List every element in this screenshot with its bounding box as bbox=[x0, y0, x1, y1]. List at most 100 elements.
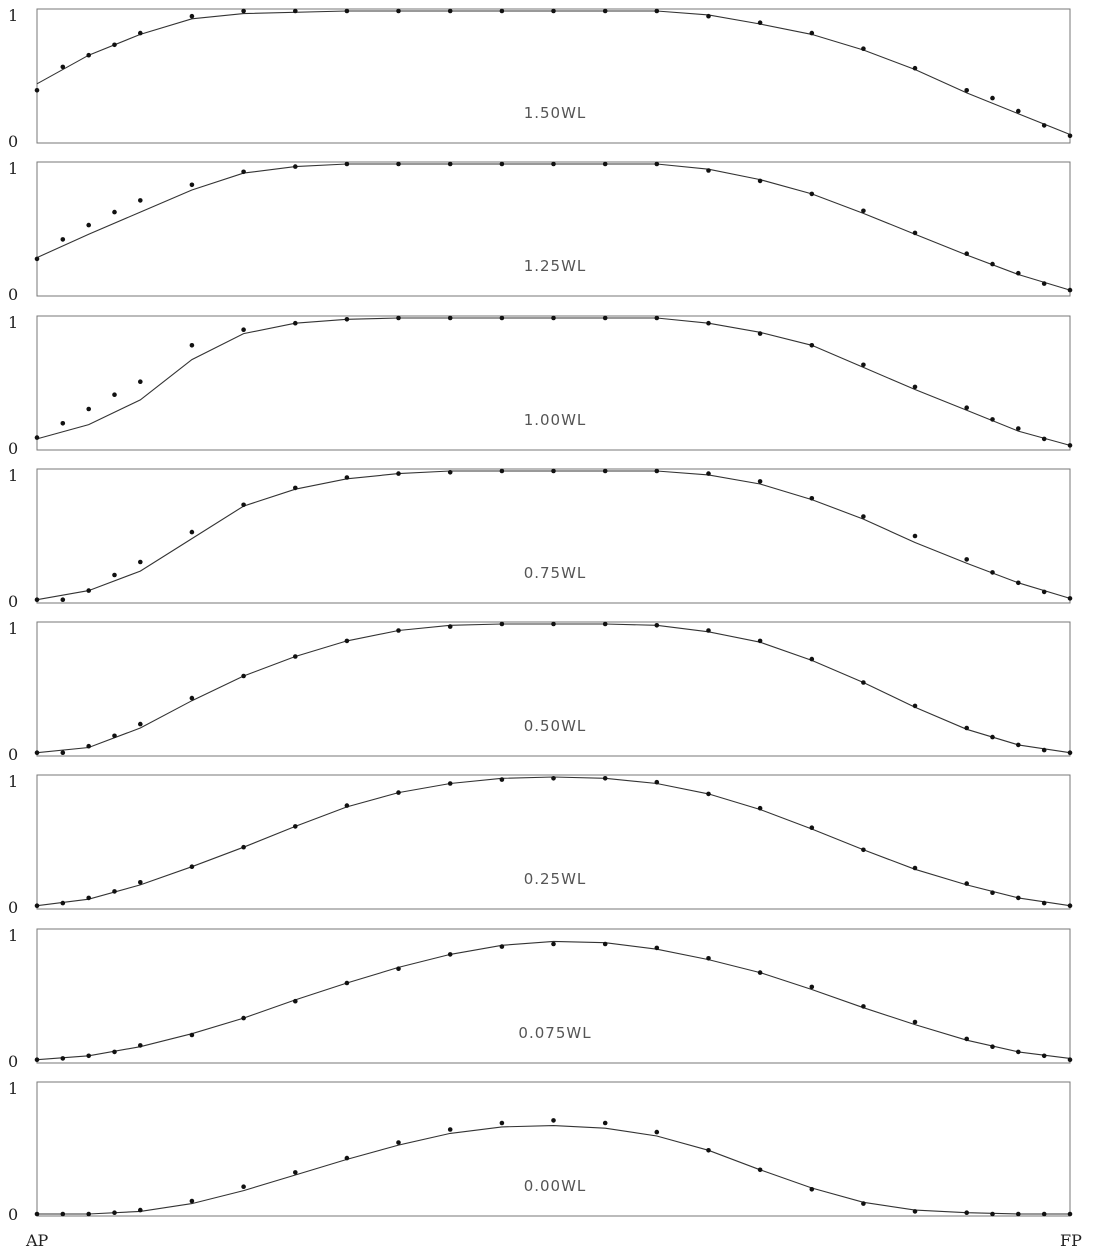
data-point bbox=[1067, 1057, 1073, 1062]
y-tick-label: 0 bbox=[8, 285, 18, 304]
panel-label: 0.50WL bbox=[524, 717, 587, 735]
data-point bbox=[1016, 1049, 1021, 1055]
data-point bbox=[447, 161, 453, 167]
data-point bbox=[447, 781, 453, 786]
data-point bbox=[499, 944, 505, 949]
data-point bbox=[189, 1198, 195, 1204]
data-point bbox=[34, 903, 40, 908]
panel-label: 1.50WL bbox=[524, 104, 587, 122]
data-point bbox=[86, 406, 91, 412]
data-point bbox=[138, 379, 143, 385]
data-point bbox=[551, 161, 556, 167]
data-point bbox=[861, 847, 866, 853]
data-point bbox=[396, 790, 401, 795]
data-point bbox=[60, 597, 66, 602]
data-point bbox=[34, 1211, 40, 1217]
data-point bbox=[112, 733, 117, 739]
data-point bbox=[293, 485, 298, 491]
data-point bbox=[706, 956, 711, 961]
panel-label: 0.25WL bbox=[524, 870, 587, 888]
data-point bbox=[112, 1210, 117, 1215]
panel: 1 0 0.00WL bbox=[8, 1079, 1073, 1224]
data-point bbox=[344, 1155, 350, 1161]
data-point bbox=[706, 320, 711, 326]
data-point bbox=[499, 468, 505, 474]
data-point bbox=[706, 471, 711, 476]
data-point bbox=[499, 8, 505, 14]
data-point bbox=[964, 1036, 969, 1042]
data-point bbox=[809, 1187, 815, 1192]
data-point bbox=[602, 8, 608, 14]
data-point bbox=[344, 161, 350, 167]
data-point bbox=[706, 13, 711, 19]
y-tick-label: 1 bbox=[8, 772, 18, 791]
data-point bbox=[757, 178, 763, 184]
data-point bbox=[706, 628, 711, 633]
data-point bbox=[60, 1056, 66, 1061]
data-point bbox=[809, 343, 815, 348]
data-point bbox=[241, 673, 246, 679]
data-point bbox=[60, 237, 66, 242]
data-point bbox=[112, 889, 117, 894]
chart-panels: 1 0 1.50WL 1 0 1.25WL 1 0 1.00WL 1 0 0.75WL 1 0 0.50WL… bbox=[8, 6, 1073, 1224]
data-point bbox=[189, 13, 195, 19]
panel: 1 0 1.25WL bbox=[8, 159, 1073, 304]
data-point bbox=[1041, 747, 1047, 753]
data-point bbox=[138, 559, 143, 565]
y-tick-label: 1 bbox=[8, 619, 18, 638]
data-point bbox=[86, 222, 91, 228]
data-point bbox=[602, 161, 608, 167]
panel-frame bbox=[36, 315, 1071, 451]
data-point bbox=[990, 570, 995, 575]
panel-label: 0.75WL bbox=[524, 564, 587, 582]
data-point bbox=[654, 315, 660, 321]
x-axis-left-label: AP bbox=[25, 1231, 49, 1250]
y-tick-label: 0 bbox=[8, 1205, 18, 1224]
data-point bbox=[809, 30, 815, 36]
data-point bbox=[551, 941, 556, 947]
data-point bbox=[189, 182, 195, 188]
data-point bbox=[293, 654, 298, 659]
data-point bbox=[809, 191, 815, 197]
data-point bbox=[1067, 133, 1073, 139]
data-point bbox=[1016, 108, 1021, 114]
y-tick-label: 0 bbox=[8, 745, 18, 764]
data-point bbox=[654, 623, 660, 628]
data-point bbox=[344, 475, 350, 480]
y-tick-label: 0 bbox=[8, 898, 18, 917]
panel-frame bbox=[36, 8, 1071, 144]
data-point bbox=[241, 844, 246, 850]
y-tick-label: 0 bbox=[8, 439, 18, 458]
data-point bbox=[757, 805, 763, 811]
panel: 1 0 0.075WL bbox=[8, 926, 1073, 1071]
data-point bbox=[654, 8, 660, 14]
data-point bbox=[499, 777, 505, 782]
data-point bbox=[344, 980, 350, 986]
data-point bbox=[602, 941, 608, 947]
data-point bbox=[396, 1140, 401, 1145]
data-point bbox=[293, 1170, 298, 1175]
y-tick-label: 1 bbox=[8, 466, 18, 485]
data-point bbox=[1067, 903, 1073, 908]
data-point bbox=[654, 1129, 660, 1135]
data-point bbox=[706, 168, 711, 173]
series-line bbox=[36, 163, 1071, 291]
data-point bbox=[138, 1043, 143, 1048]
data-point bbox=[757, 331, 763, 336]
panel-label: 0.00WL bbox=[524, 1177, 587, 1195]
data-point bbox=[86, 1211, 91, 1217]
data-point bbox=[706, 1148, 711, 1153]
data-point bbox=[86, 895, 91, 901]
data-point bbox=[757, 970, 763, 975]
data-point bbox=[344, 638, 350, 644]
data-point bbox=[396, 966, 401, 971]
data-point bbox=[1067, 596, 1073, 601]
panel-label: 1.00WL bbox=[524, 411, 587, 429]
data-point bbox=[654, 468, 660, 474]
data-point bbox=[1067, 443, 1073, 448]
data-point bbox=[861, 46, 866, 51]
data-point bbox=[706, 791, 711, 797]
data-point bbox=[60, 900, 66, 906]
data-point bbox=[1041, 900, 1047, 906]
